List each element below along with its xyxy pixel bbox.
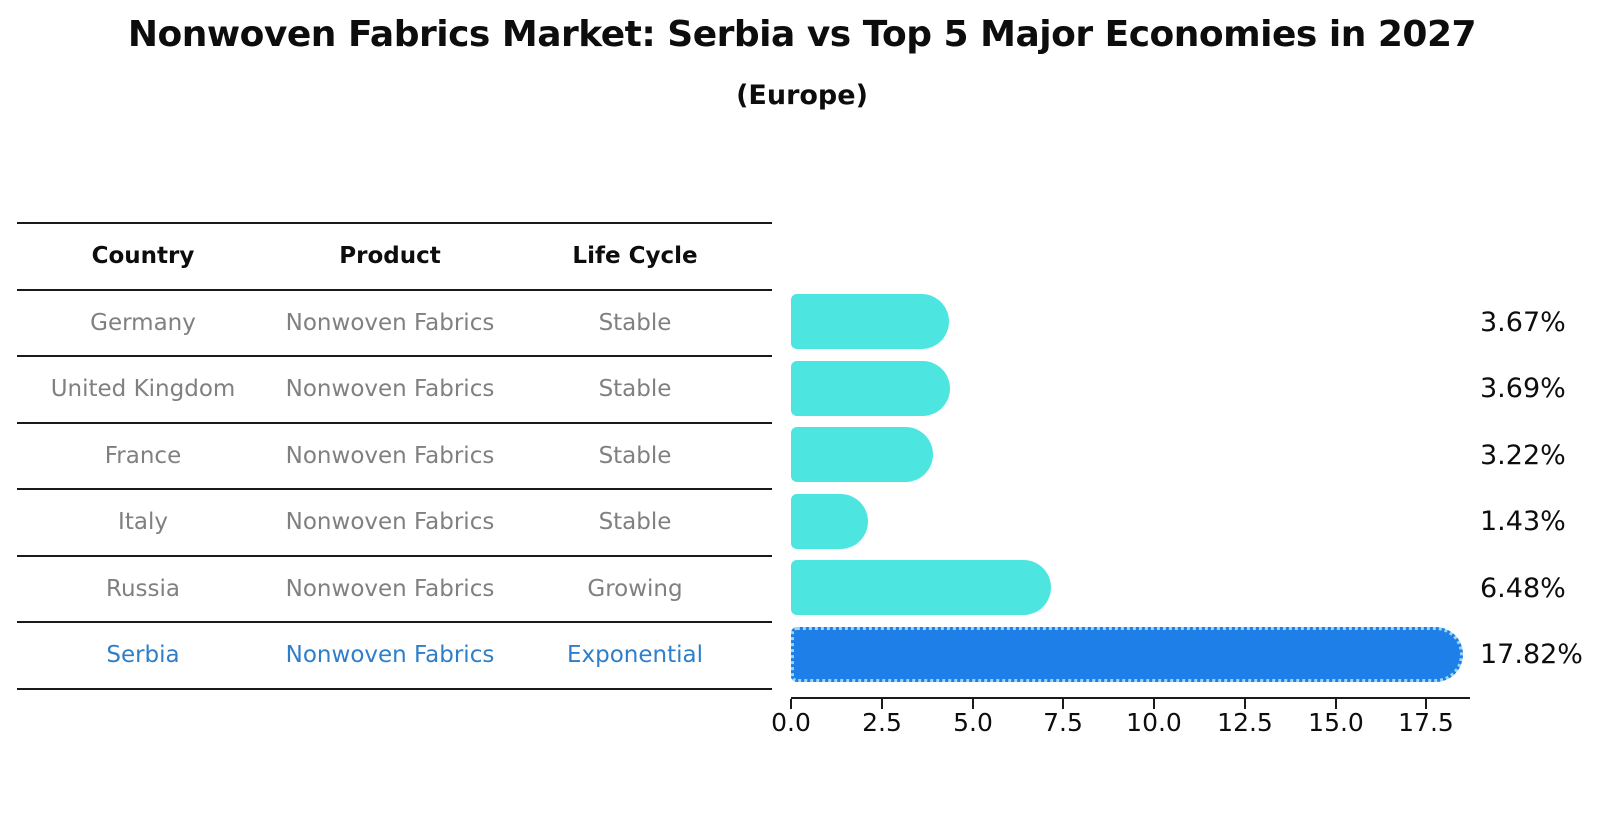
table-cell-life-cycle: Stable [598,508,672,535]
table-cell-product: Nonwoven Fabrics [285,375,495,402]
table-cell-country: Italy [118,508,168,535]
x-axis-tick-label: 10.0 [1126,708,1182,737]
table-cell-country: Russia [106,575,180,602]
table-cell-life-cycle: Growing [587,575,683,602]
x-axis-tick [1153,699,1155,709]
x-axis-tick-label: 2.5 [862,708,902,737]
table-header-life-cycle: Life Cycle [572,242,698,269]
table-divider [17,355,772,357]
chart-subtitle: (Europe) [736,80,868,111]
bar-germany [791,294,949,349]
table-header-country: Country [91,242,195,269]
bar-value-label: 1.43% [1480,505,1566,537]
x-axis-tick [1425,699,1427,709]
x-axis-tick [790,699,792,709]
table-cell-country: United Kingdom [50,375,236,402]
x-axis-tick-label: 0.0 [771,708,811,737]
table-cell-product: Nonwoven Fabrics [285,641,495,668]
x-axis-tick [1244,699,1246,709]
x-axis-tick-label: 7.5 [1043,708,1083,737]
table-cell-product: Nonwoven Fabrics [285,442,495,469]
table-divider [17,289,772,291]
table-cell-country: France [104,442,182,469]
x-axis-tick-label: 17.5 [1398,708,1454,737]
table-cell-country: Germany [90,309,196,336]
table-divider [17,488,772,490]
x-axis-line [791,697,1470,699]
table-divider [17,621,772,623]
table-cell-life-cycle: Stable [598,309,672,336]
table-cell-life-cycle: Stable [598,442,672,469]
table-divider [17,555,772,557]
bar-value-label: 6.48% [1480,572,1566,604]
table-cell-life-cycle: Stable [598,375,672,402]
table-cell-product: Nonwoven Fabrics [285,309,495,336]
x-axis-tick [1335,699,1337,709]
table-cell-life-cycle: Exponential [566,641,703,668]
bar-russia [791,560,1051,615]
bar-united-kingdom [791,361,950,416]
x-axis-tick-label: 5.0 [953,708,993,737]
x-axis-tick-label: 15.0 [1308,708,1364,737]
x-axis-tick-label: 12.5 [1217,708,1273,737]
x-axis-tick [1062,699,1064,709]
bar-value-label: 3.69% [1480,372,1566,404]
table-divider [17,688,772,690]
table-divider [17,422,772,424]
x-axis-tick [881,699,883,709]
table-cell-product: Nonwoven Fabrics [285,508,495,535]
bar-value-label: 3.67% [1480,306,1566,338]
table-cell-country: Serbia [106,641,180,668]
bar-value-label: 17.82% [1480,638,1583,670]
x-axis-tick [972,699,974,709]
bar-value-label: 3.22% [1480,439,1566,471]
chart-title: Nonwoven Fabrics Market: Serbia vs Top 5… [127,14,1477,55]
table-cell-product: Nonwoven Fabrics [285,575,495,602]
table-divider [17,222,772,224]
table-header-product: Product [339,242,441,269]
bar-france [791,427,933,482]
bar-serbia-highlight [791,627,1463,682]
bar-italy [791,494,868,549]
